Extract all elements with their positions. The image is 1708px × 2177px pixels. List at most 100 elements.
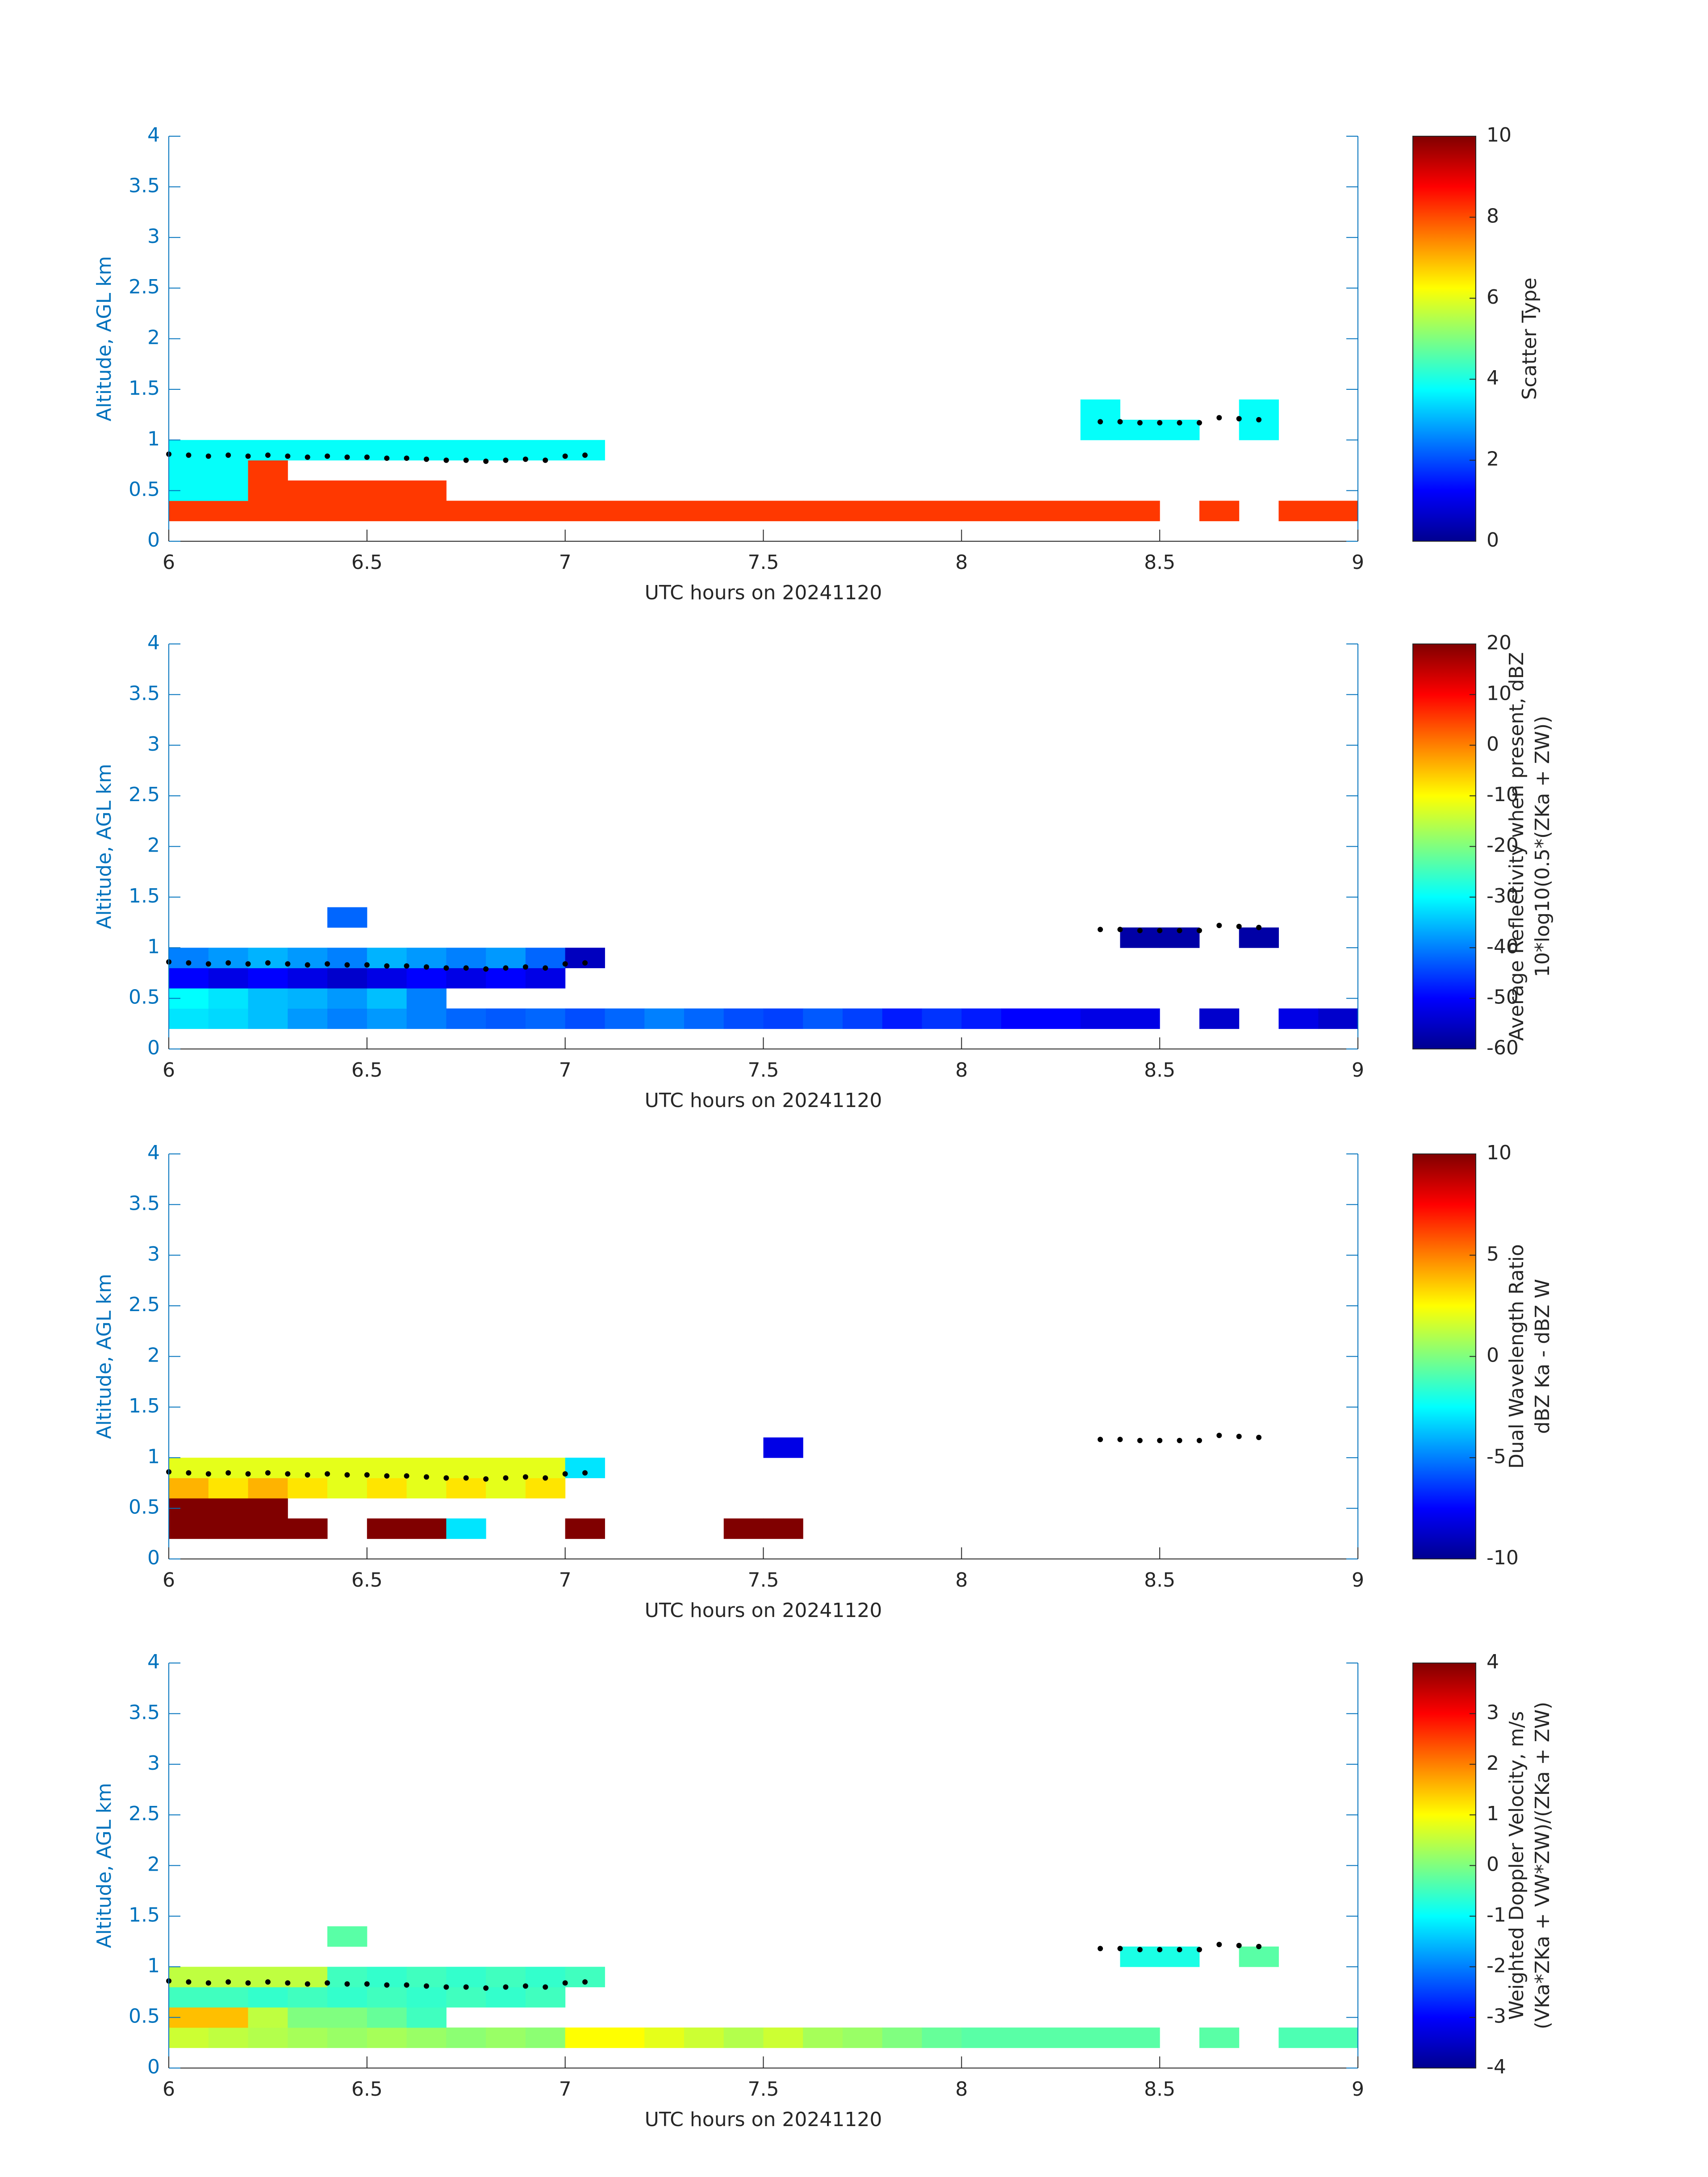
x-tick-label: 7.5 bbox=[748, 551, 779, 574]
overlay-dot bbox=[305, 1472, 310, 1478]
overlay-dot bbox=[562, 1471, 568, 1477]
overlay-dot bbox=[186, 452, 192, 458]
overlay-dot bbox=[1137, 1947, 1143, 1952]
x-tick-label: 8 bbox=[955, 2078, 968, 2101]
colorbar-label: Scatter Type bbox=[1518, 278, 1541, 400]
cell bbox=[367, 2027, 407, 2048]
x-tick-label: 7 bbox=[559, 1569, 572, 1592]
overlay-dot bbox=[1157, 928, 1163, 933]
cell bbox=[169, 1987, 209, 2008]
x-tick-label: 8 bbox=[955, 551, 968, 574]
overlay-dot bbox=[582, 1470, 588, 1476]
overlay-dot bbox=[1137, 928, 1143, 933]
cell bbox=[1120, 2027, 1160, 2048]
overlay-dot bbox=[443, 965, 449, 971]
cell bbox=[208, 460, 249, 481]
overlay-dot bbox=[226, 1470, 231, 1476]
x-tick-label: 8.5 bbox=[1144, 551, 1175, 574]
y-tick-label: 2.5 bbox=[129, 1293, 160, 1316]
cell bbox=[288, 968, 328, 989]
cell bbox=[1120, 1008, 1160, 1029]
y-tick-label: 0 bbox=[147, 2056, 160, 2078]
cell bbox=[446, 501, 486, 522]
overlay-dot bbox=[1256, 1943, 1262, 1949]
y-tick-label: 3 bbox=[147, 225, 160, 248]
y-axis-label: Altitude, AGL km bbox=[93, 256, 116, 421]
cell bbox=[327, 1987, 367, 2008]
cell bbox=[446, 1458, 486, 1479]
y-tick-label: 3.5 bbox=[129, 1192, 160, 1215]
cell bbox=[1080, 399, 1120, 420]
overlay-dot bbox=[1117, 927, 1123, 932]
overlay-dot bbox=[1216, 1433, 1222, 1438]
y-axis-label: Altitude, AGL km bbox=[93, 764, 116, 929]
colorbar bbox=[1412, 1663, 1476, 2068]
cell bbox=[406, 1478, 447, 1499]
cell bbox=[169, 1478, 209, 1499]
overlay-dot bbox=[1098, 419, 1103, 425]
overlay-dot bbox=[582, 960, 588, 966]
cell bbox=[208, 1987, 249, 2008]
cell bbox=[1080, 2027, 1120, 2048]
overlay-dot bbox=[404, 1473, 409, 1479]
overlay-dot bbox=[285, 1980, 291, 1986]
cell bbox=[1120, 501, 1160, 522]
cell bbox=[327, 1926, 367, 1947]
cell bbox=[525, 2027, 566, 2048]
heatmap bbox=[169, 399, 1358, 522]
cell bbox=[327, 2027, 367, 2048]
overlay-dot bbox=[384, 1982, 390, 1988]
y-tick-label: 2 bbox=[147, 1853, 160, 1876]
colorbar-label: (VKa*ZKa + VW*ZW)/(ZKa + ZW) bbox=[1531, 1702, 1554, 2030]
overlay-dot bbox=[344, 1981, 350, 1987]
colorbar-tick-label: -10 bbox=[1487, 1546, 1519, 1569]
cell bbox=[1001, 501, 1041, 522]
colorbar-tick-label: 2 bbox=[1487, 1752, 1499, 1775]
cell bbox=[446, 1478, 486, 1499]
cell bbox=[208, 968, 249, 989]
cell bbox=[565, 2027, 605, 2048]
cell bbox=[367, 988, 407, 1009]
cell bbox=[605, 1008, 645, 1029]
x-tick-label: 6.5 bbox=[351, 1569, 383, 1592]
cell bbox=[446, 1987, 486, 2008]
cell bbox=[763, 1518, 803, 1539]
overlay-dot bbox=[543, 1984, 548, 1990]
colorbar-tick-label: 4 bbox=[1487, 367, 1499, 389]
overlay-dot bbox=[582, 452, 588, 458]
cell bbox=[961, 501, 1002, 522]
cell bbox=[406, 501, 447, 522]
x-tick-label: 7 bbox=[559, 551, 572, 574]
colorbar-tick-label: 10 bbox=[1487, 682, 1512, 705]
overlay-dot bbox=[285, 961, 291, 967]
overlay-dot bbox=[1177, 1437, 1182, 1443]
overlay-dot bbox=[1196, 928, 1202, 933]
overlay-dot bbox=[503, 965, 509, 971]
x-tick-label: 6.5 bbox=[351, 551, 383, 574]
cell bbox=[723, 501, 764, 522]
overlay-dot bbox=[1177, 1947, 1182, 1952]
cell bbox=[327, 907, 367, 928]
colorbar-tick-label: -40 bbox=[1487, 935, 1519, 958]
y-tick-label: 4 bbox=[147, 1141, 160, 1164]
overlay-dot bbox=[1157, 1437, 1163, 1443]
colorbar-tick-label: -30 bbox=[1487, 885, 1519, 907]
colorbar bbox=[1412, 1153, 1476, 1559]
cell bbox=[843, 1008, 883, 1029]
cell bbox=[1199, 501, 1240, 522]
overlay-dot bbox=[384, 1473, 390, 1479]
cell bbox=[644, 2027, 685, 2048]
y-tick-label: 1 bbox=[147, 427, 160, 450]
overlay-dot bbox=[285, 1471, 291, 1477]
cell bbox=[367, 1008, 407, 1029]
overlay-dot bbox=[364, 454, 370, 460]
overlay-dot bbox=[1236, 1943, 1242, 1948]
overlay-dot bbox=[325, 961, 330, 967]
x-tick-label: 8.5 bbox=[1144, 1569, 1175, 1592]
overlay-dot bbox=[1236, 923, 1242, 929]
cell bbox=[446, 948, 486, 969]
overlay-dot bbox=[1196, 420, 1202, 426]
cell bbox=[406, 1987, 447, 2008]
overlay-dot bbox=[245, 453, 251, 459]
cell bbox=[446, 2027, 486, 2048]
